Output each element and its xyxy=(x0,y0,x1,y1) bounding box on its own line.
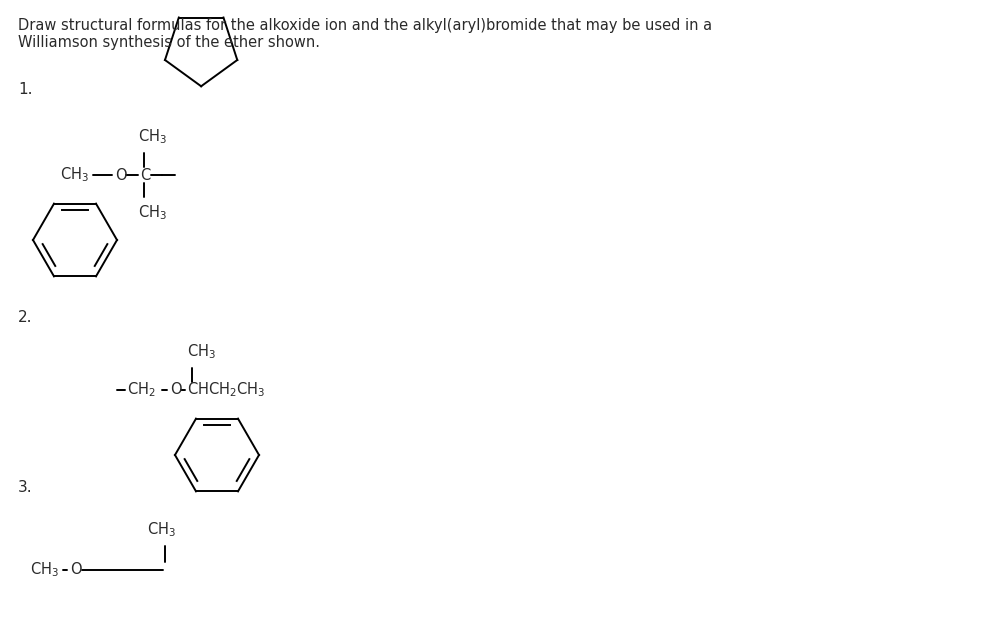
Text: CH$_3$: CH$_3$ xyxy=(138,128,167,146)
Text: CH$_3$: CH$_3$ xyxy=(138,203,167,222)
Text: CH$_3$: CH$_3$ xyxy=(187,343,216,362)
Text: 2.: 2. xyxy=(18,310,33,325)
Text: Draw structural formulas for the alkoxide ion and the alkyl(aryl)bromide that ma: Draw structural formulas for the alkoxid… xyxy=(18,18,712,50)
Text: 3.: 3. xyxy=(18,480,33,495)
Text: O: O xyxy=(115,168,127,183)
Text: CHCH$_2$CH$_3$: CHCH$_2$CH$_3$ xyxy=(187,381,266,399)
Text: O: O xyxy=(70,563,81,578)
Text: CH$_2$: CH$_2$ xyxy=(127,381,156,399)
Text: 1.: 1. xyxy=(18,82,33,97)
Text: O: O xyxy=(170,382,182,398)
Text: CH$_3$: CH$_3$ xyxy=(60,166,89,185)
Text: CH$_3$: CH$_3$ xyxy=(30,561,59,580)
Text: CH$_3$: CH$_3$ xyxy=(147,520,176,539)
Text: C: C xyxy=(140,168,150,183)
